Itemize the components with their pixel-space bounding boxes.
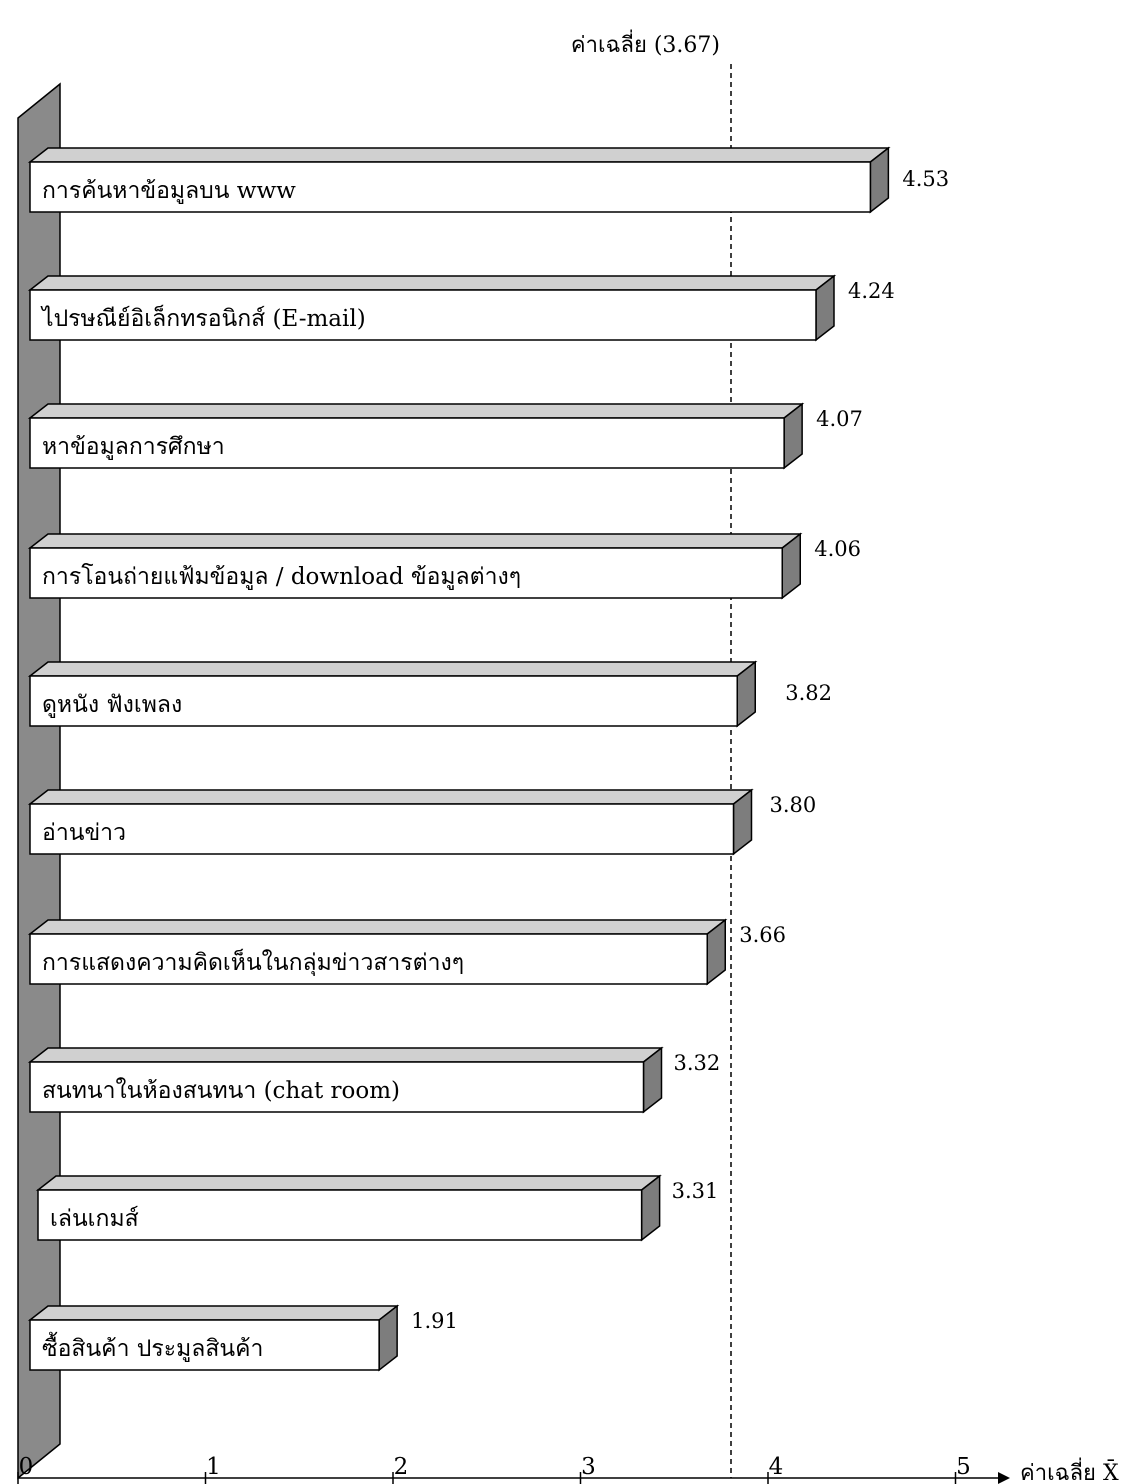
bar-value-label: 1.91 [411,1309,458,1333]
bar-4: การโอนถ่ายแฟ้มข้อมูล / download ข้อมูลต่… [27,532,861,600]
bar-top-face [27,275,837,291]
bar-front-face [29,161,872,213]
bar-10: ซื้อสินค้า ประมูลสินค้า 1.91 [27,1304,458,1372]
bar-3: หาข้อมูลการศึกษา 4.07 [27,402,863,470]
bar-top-face [35,1175,662,1191]
bar-8: สนทนาในห้องสนทนา (chat room) 3.32 [27,1046,721,1114]
bar-category-label: การค้นหาข้อมูลบน www [42,178,296,204]
bar-top-face [27,1305,400,1321]
bar-category-label: สนทนาในห้องสนทนา (chat room) [42,1077,400,1104]
bar-7: การแสดงความคิดเห็นในกลุ่มข่าวสารต่างๆ 3.6… [27,918,786,986]
bar-value-label: 3.31 [672,1179,719,1203]
x-tick-label: 0 [19,1454,34,1480]
x-tick-label: 3 [581,1454,596,1480]
bar-category-label: อ่านข่าว [42,820,126,846]
bar-top-face [27,1047,664,1063]
bars-group: การค้นหาข้อมูลบน www 4.53 ไปรษณีย์อิเล็กทร… [27,146,949,1372]
bar-value-label: 4.07 [816,407,863,431]
bar-value-label: 3.32 [674,1051,721,1075]
reference-line-group: ค่าเฉลี่ย (3.67) [571,29,732,1478]
bar-top-face [27,403,805,419]
bar-value-label: 3.66 [739,923,786,947]
bar-front-face [29,1061,645,1113]
bar-category-label: ไปรษณีย์อิเล็กทรอนิกส์ (E-mail) [40,303,366,332]
bar-top-face [27,147,891,163]
bar-value-label: 4.53 [902,167,949,191]
bar-category-label: เล่นเกมส์ [50,1205,139,1232]
bar-6: อ่านข่าว 3.80 [27,788,817,856]
x-tick-label: 5 [956,1454,971,1480]
bar-top-face [27,533,803,549]
bar-category-label: หาข้อมูลการศึกษา [42,434,225,460]
bar-front-face [29,547,783,599]
x-tick-label: 2 [394,1454,409,1480]
bar-category-label: ซื้อสินค้า ประมูลสินค้า [42,1332,263,1362]
bar-front-face [29,417,785,469]
bar-front-face [29,933,708,985]
x-tick-label: 4 [769,1454,784,1480]
x-axis-title: ค่าเฉลี่ย X̄ [1020,1457,1119,1484]
x-axis: 0 1 2 3 4 5 ค่าเฉลี่ย X̄ [17,1454,1119,1484]
bar-category-label: ดูหนัง ฟังเพลง [42,692,182,718]
bar-front-face [29,1319,380,1371]
bar-5: ดูหนัง ฟังเพลง 3.82 [27,660,832,728]
bar-top-face [27,661,758,677]
x-axis-arrow-icon [998,1472,1010,1484]
bar-value-label: 3.82 [785,681,832,705]
bar-value-label: 4.24 [848,279,895,303]
mean-reference-label: ค่าเฉลี่ย (3.67) [571,29,720,58]
bar-value-label: 4.06 [814,537,861,561]
bar-1: การค้นหาข้อมูลบน www 4.53 [27,146,949,214]
bar-category-label: การโอนถ่ายแฟ้มข้อมูล / download ข้อมูลต่… [42,563,521,590]
x-tick-label: 1 [206,1454,221,1480]
bar-top-face [27,789,754,805]
bar-category-label: การแสดงความคิดเห็นในกลุ่มข่าวสารต่างๆ [42,947,464,976]
bar-9: เล่นเกมส์ 3.31 [35,1174,719,1242]
bar-front-face [29,675,738,727]
bar-top-face [27,919,728,935]
bar-front-face [29,803,735,855]
bar-2: ไปรษณีย์อิเล็กทรอนิกส์ (E-mail) 4.24 [27,274,895,342]
bar-value-label: 3.80 [770,793,817,817]
bar-front-face [37,1189,643,1241]
bar-front-face [29,289,817,341]
